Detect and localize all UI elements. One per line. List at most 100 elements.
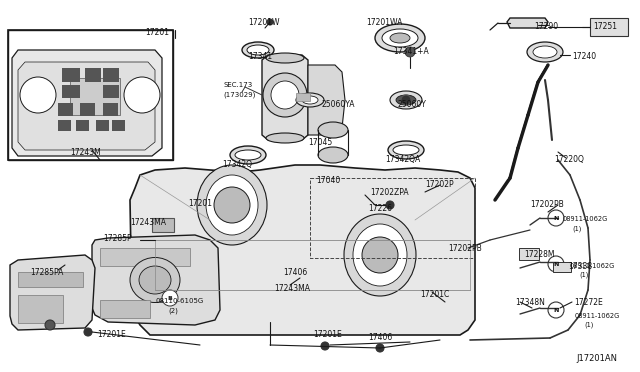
Bar [8,30,173,160]
Ellipse shape [266,133,304,143]
Text: 17338: 17338 [568,262,592,271]
Polygon shape [308,65,345,135]
Text: J17201AN: J17201AN [576,354,617,363]
Bar [103,68,119,82]
Text: 17348N: 17348N [515,298,545,307]
Text: 17341: 17341 [248,52,272,61]
Ellipse shape [139,266,171,294]
Bar [62,85,80,98]
Bar [58,120,71,131]
Bar [100,300,150,318]
Polygon shape [507,18,548,28]
Ellipse shape [318,147,348,163]
Text: (1): (1) [572,225,581,231]
Bar [310,178,475,258]
Ellipse shape [375,24,425,52]
Bar [62,68,80,82]
Text: 17045: 17045 [308,138,332,147]
Ellipse shape [302,96,318,104]
Text: 17251: 17251 [593,22,617,31]
Polygon shape [12,50,162,156]
Text: 17342Q: 17342Q [222,160,252,169]
Text: 17202P: 17202P [425,180,454,189]
Circle shape [267,19,273,25]
Text: 17341+A: 17341+A [393,47,429,56]
Text: 17201: 17201 [188,199,212,208]
Text: 17201: 17201 [145,28,169,37]
Text: 17201E: 17201E [97,330,125,339]
Ellipse shape [197,165,267,245]
Text: 17202ZPA: 17202ZPA [370,188,408,197]
Circle shape [162,290,178,306]
Text: 25060YA: 25060YA [322,100,355,109]
Text: (2): (2) [168,308,178,314]
Circle shape [263,73,307,117]
Polygon shape [92,235,220,325]
Ellipse shape [247,45,269,55]
Bar [76,120,89,131]
Circle shape [405,47,415,57]
Circle shape [124,77,160,113]
Text: 08911-1062G: 08911-1062G [570,263,615,269]
Circle shape [401,95,411,105]
Ellipse shape [390,91,422,109]
Text: 17243MA: 17243MA [130,218,166,227]
Ellipse shape [130,257,180,302]
Text: N: N [554,262,559,266]
Bar [553,262,571,272]
Polygon shape [262,55,308,140]
Text: 17342QA: 17342QA [385,155,420,164]
Text: (1): (1) [584,322,593,328]
Bar [590,18,628,36]
Text: 17406: 17406 [283,268,307,277]
Circle shape [362,237,398,273]
Bar [18,295,63,323]
Bar [85,68,101,82]
Bar [152,218,174,232]
Polygon shape [130,165,475,335]
Ellipse shape [527,42,563,62]
Polygon shape [18,62,155,150]
Text: 17220Q: 17220Q [554,155,584,164]
Text: 25060Y: 25060Y [397,100,426,109]
Text: 17272E: 17272E [574,298,603,307]
Circle shape [45,320,55,330]
Circle shape [20,77,56,113]
Polygon shape [70,78,120,115]
Ellipse shape [390,33,410,43]
Text: 17243M: 17243M [70,148,100,157]
Ellipse shape [382,29,418,47]
Text: (1): (1) [579,272,588,279]
Text: 17201C: 17201C [420,290,449,299]
Bar [103,103,118,116]
Text: 17202PB: 17202PB [530,200,564,209]
Circle shape [548,302,564,318]
Ellipse shape [230,146,266,164]
Ellipse shape [533,46,557,58]
Circle shape [548,256,564,272]
Ellipse shape [396,95,416,105]
Text: B: B [168,295,172,301]
Ellipse shape [206,175,258,235]
Circle shape [548,210,564,226]
Bar [58,103,73,116]
Circle shape [84,328,92,336]
Ellipse shape [353,224,407,286]
Text: N: N [554,215,559,221]
Text: 17285P: 17285P [103,234,132,243]
Circle shape [386,201,394,209]
Text: 17202PB: 17202PB [448,244,482,253]
Text: 17226: 17226 [368,204,392,213]
Text: 08911-1062G: 08911-1062G [563,216,608,222]
Text: 17201E: 17201E [313,330,342,339]
Circle shape [376,344,384,352]
Bar [18,272,83,287]
Text: 17240: 17240 [572,52,596,61]
Bar [100,248,190,266]
Bar [296,93,310,101]
Bar [8,30,173,160]
Bar [80,103,95,116]
Text: N: N [554,308,559,312]
Bar [96,120,109,131]
Text: SEC.173: SEC.173 [223,82,252,88]
